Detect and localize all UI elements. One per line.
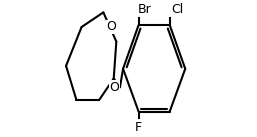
Text: Br: Br <box>137 3 151 16</box>
Text: O: O <box>106 20 116 33</box>
Text: Cl: Cl <box>171 3 183 16</box>
Text: O: O <box>109 81 119 94</box>
Text: F: F <box>135 121 142 134</box>
